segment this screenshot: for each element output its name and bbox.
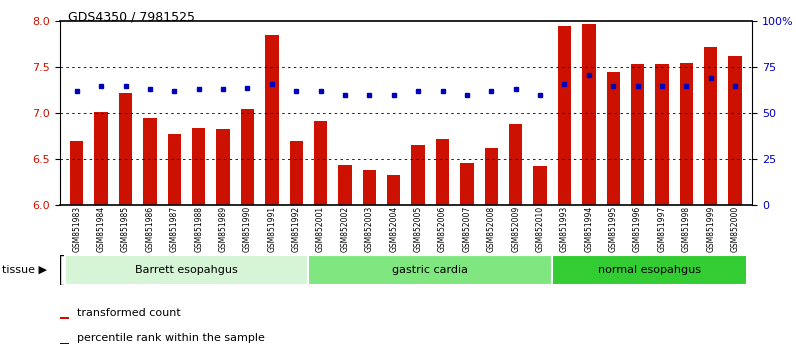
Bar <box>168 133 181 205</box>
Bar <box>558 26 572 205</box>
Text: percentile rank within the sample: percentile rank within the sample <box>77 333 265 343</box>
Bar <box>436 139 449 205</box>
Text: GSM852004: GSM852004 <box>389 206 398 252</box>
Text: GSM851992: GSM851992 <box>291 206 301 252</box>
Text: GSM851989: GSM851989 <box>219 206 228 252</box>
Text: GSM851983: GSM851983 <box>72 206 81 252</box>
Bar <box>655 64 669 205</box>
Text: GSM851991: GSM851991 <box>267 206 276 252</box>
Text: tissue ▶: tissue ▶ <box>2 265 47 275</box>
Text: GSM852006: GSM852006 <box>438 206 447 252</box>
Bar <box>460 163 474 205</box>
Bar <box>314 121 327 205</box>
Text: GDS4350 / 7981525: GDS4350 / 7981525 <box>68 11 195 24</box>
Bar <box>704 47 717 205</box>
Bar <box>485 148 498 205</box>
Bar <box>552 255 747 285</box>
Bar <box>217 129 230 205</box>
Bar <box>240 109 254 205</box>
Text: GSM852007: GSM852007 <box>462 206 471 252</box>
Text: GSM851985: GSM851985 <box>121 206 130 252</box>
Text: GSM851996: GSM851996 <box>633 206 642 252</box>
Text: GSM852003: GSM852003 <box>365 206 374 252</box>
Text: GSM852010: GSM852010 <box>536 206 544 252</box>
Text: transformed count: transformed count <box>77 308 181 318</box>
Bar <box>412 145 425 205</box>
Bar <box>509 124 522 205</box>
Text: GSM851994: GSM851994 <box>584 206 593 252</box>
Bar <box>387 175 400 205</box>
Text: GSM851984: GSM851984 <box>96 206 106 252</box>
Bar <box>607 72 620 205</box>
Bar <box>308 255 552 285</box>
Text: GSM851998: GSM851998 <box>682 206 691 252</box>
Bar <box>60 343 69 344</box>
Text: GSM851993: GSM851993 <box>560 206 569 252</box>
Text: GSM851988: GSM851988 <box>194 206 203 252</box>
Text: GSM851997: GSM851997 <box>657 206 666 252</box>
Bar <box>338 165 352 205</box>
Text: GSM851986: GSM851986 <box>146 206 154 252</box>
Bar <box>70 141 84 205</box>
Text: GSM852000: GSM852000 <box>731 206 739 252</box>
Bar <box>60 317 69 319</box>
Text: GSM852005: GSM852005 <box>414 206 423 252</box>
Bar <box>95 112 108 205</box>
Bar <box>265 35 279 205</box>
Text: GSM851990: GSM851990 <box>243 206 252 252</box>
Text: GSM851999: GSM851999 <box>706 206 716 252</box>
Bar <box>631 64 644 205</box>
Text: GSM852002: GSM852002 <box>341 206 349 252</box>
Bar <box>143 118 157 205</box>
Bar <box>728 56 742 205</box>
Text: GSM852008: GSM852008 <box>487 206 496 252</box>
Text: GSM852001: GSM852001 <box>316 206 325 252</box>
Text: GSM851995: GSM851995 <box>609 206 618 252</box>
Text: Barrett esopahgus: Barrett esopahgus <box>135 265 238 275</box>
Bar <box>192 128 205 205</box>
Text: gastric cardia: gastric cardia <box>392 265 468 275</box>
Text: normal esopahgus: normal esopahgus <box>599 265 701 275</box>
Bar <box>582 24 595 205</box>
Text: GSM851987: GSM851987 <box>170 206 179 252</box>
Bar <box>64 255 308 285</box>
Bar <box>680 63 693 205</box>
Text: GSM852009: GSM852009 <box>511 206 521 252</box>
Bar <box>533 166 547 205</box>
Bar <box>290 141 303 205</box>
Bar <box>119 93 132 205</box>
Bar <box>363 170 376 205</box>
